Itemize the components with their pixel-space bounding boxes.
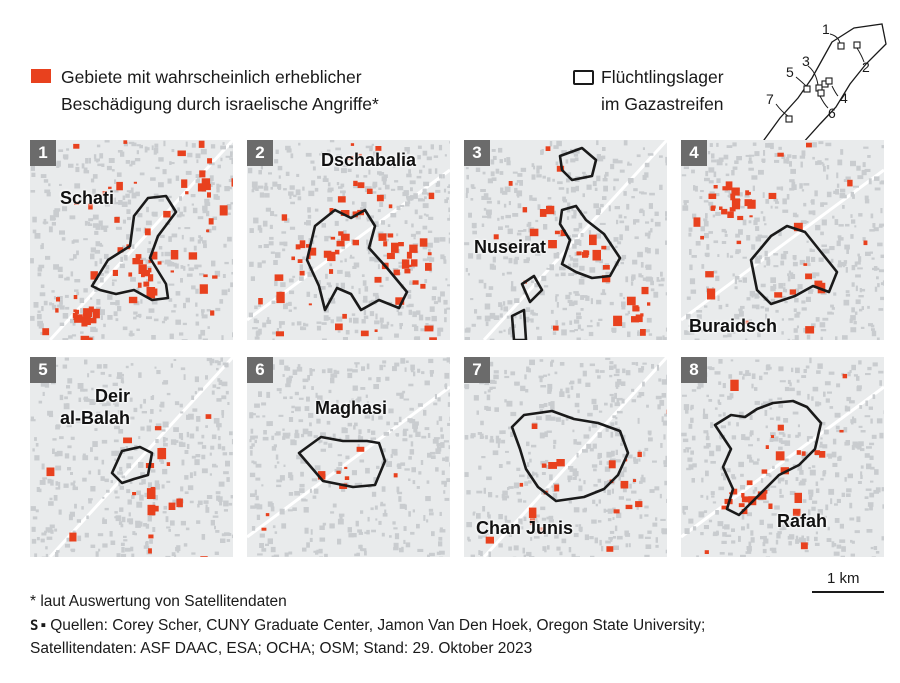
damage-legend-line1: Gebiete mit wahrscheinlich erheblicher bbox=[61, 67, 362, 87]
panel-number-4: 4 bbox=[681, 140, 707, 166]
locator-label-6: 6 bbox=[828, 105, 836, 121]
panel-number-7: 7 bbox=[464, 357, 490, 383]
locator-label-3: 3 bbox=[802, 53, 810, 69]
locator-label-2: 2 bbox=[862, 59, 870, 75]
source-logo: S bbox=[30, 618, 39, 634]
locator-label-5: 5 bbox=[786, 64, 794, 80]
panel-label-7: Chan Junis bbox=[476, 518, 574, 538]
locator-square-4b bbox=[825, 77, 833, 85]
camp-legend-line2: im Gazastreifen bbox=[601, 94, 724, 114]
camp-legend-swatch bbox=[573, 70, 594, 85]
panel-map-4 bbox=[681, 141, 884, 340]
source-logo-dot: ▪ bbox=[40, 617, 46, 634]
locator-label-1: 1 bbox=[822, 21, 830, 37]
locator-square-5 bbox=[803, 85, 811, 93]
panel-label-1: Schati bbox=[60, 188, 115, 208]
map-panel-1: 1 Schati bbox=[30, 140, 233, 340]
sources-text-line1: Quellen: Corey Scher, CUNY Graduate Cent… bbox=[50, 617, 706, 634]
locator-square-2 bbox=[853, 41, 861, 49]
panel-map-3 bbox=[464, 140, 667, 340]
locator-square-6 bbox=[817, 89, 825, 97]
panel-map-7 bbox=[464, 357, 667, 557]
scale-bar bbox=[812, 591, 884, 593]
locator-square-7 bbox=[785, 115, 793, 123]
map-panel-3: 3 Nuseirat bbox=[464, 140, 667, 340]
panel-map-5 bbox=[30, 357, 233, 557]
map-panel-6: 6 Maghasi bbox=[247, 357, 450, 557]
panel-number-8: 8 bbox=[681, 357, 707, 383]
panel-number-2: 2 bbox=[247, 140, 273, 166]
locator-label-7: 7 bbox=[766, 91, 774, 107]
panel-label-4: Buraidsch bbox=[689, 316, 778, 336]
panel-label-6: Maghasi bbox=[315, 398, 388, 418]
panel-number-3: 3 bbox=[464, 140, 490, 166]
map-panel-7: 7 Chan Junis bbox=[464, 357, 667, 557]
scale-label: 1 km bbox=[827, 570, 860, 587]
panel-label-8: Rafah bbox=[777, 511, 828, 531]
map-panel-5: 5 Deir al-Balah bbox=[30, 357, 233, 557]
panel-number-6: 6 bbox=[247, 357, 273, 383]
panel-number-1: 1 bbox=[30, 140, 56, 166]
panel-map-8 bbox=[681, 357, 884, 557]
sources-line2: Satellitendaten: ASF DAAC, ESA; OCHA; OS… bbox=[30, 640, 533, 657]
map-panel-2: 2 Dschabalia bbox=[247, 140, 450, 340]
sources-line1: S ▪ Quellen: Corey Scher, CUNY Graduate C… bbox=[30, 615, 705, 637]
footnote: * laut Auswertung von Satellitendaten bbox=[30, 593, 287, 610]
gaza-locator-map: 1 2 3 4 5 6 7 8 bbox=[763, 21, 887, 176]
panel-label-2: Dschabalia bbox=[321, 150, 417, 170]
panel-label-3: Nuseirat bbox=[474, 237, 547, 257]
panel-map-1 bbox=[30, 140, 233, 340]
damage-legend-swatch bbox=[31, 69, 51, 83]
panel-label-5: Deir al-Balah bbox=[59, 386, 130, 428]
panel-map-2 bbox=[247, 140, 450, 340]
panel-map-6 bbox=[247, 357, 450, 557]
locator-square-1 bbox=[837, 42, 845, 50]
camp-legend-line1: Flüchtlingslager bbox=[601, 67, 724, 87]
map-panel-8: 8 Rafah bbox=[681, 357, 884, 557]
locator-label-4: 4 bbox=[840, 90, 848, 106]
map-panel-4: 4 Buraidsch bbox=[681, 140, 884, 340]
panel-number-5: 5 bbox=[30, 357, 56, 383]
damage-legend-line2: Beschädigung durch israelische Angriffe* bbox=[61, 94, 379, 114]
